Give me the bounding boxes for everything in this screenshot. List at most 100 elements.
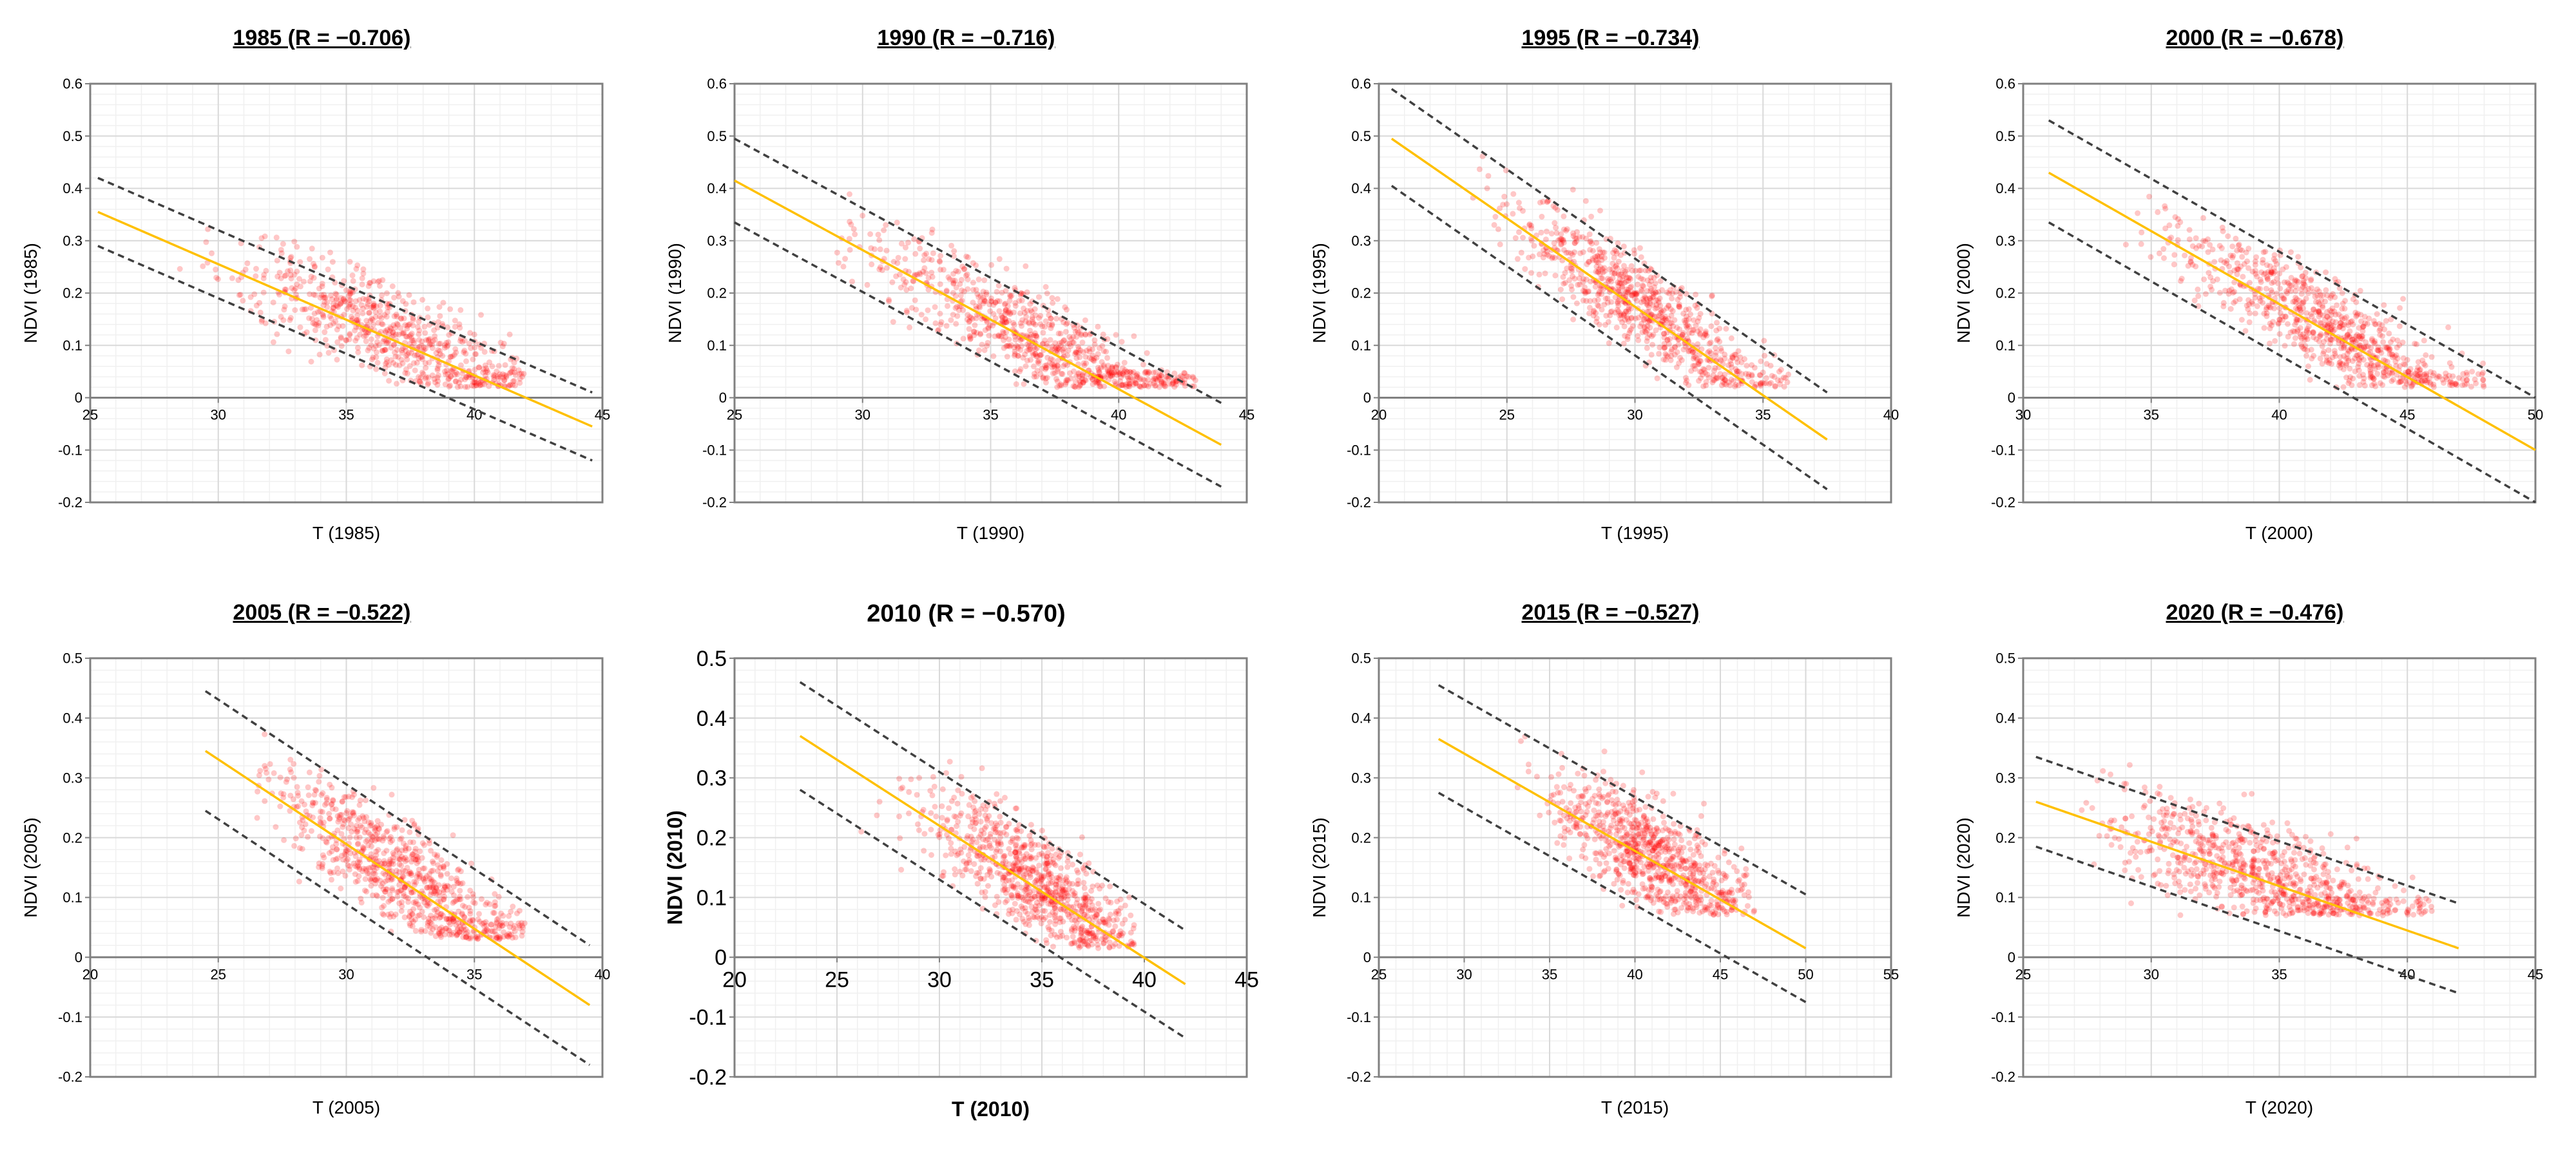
data-point xyxy=(972,813,978,819)
data-point xyxy=(314,317,320,323)
data-point xyxy=(947,276,953,282)
data-point xyxy=(1024,357,1030,364)
data-point xyxy=(372,828,378,833)
data-point xyxy=(459,339,466,345)
data-point xyxy=(461,914,467,920)
data-point xyxy=(1657,303,1664,309)
data-point xyxy=(995,282,1002,289)
data-point xyxy=(2417,366,2423,373)
data-point xyxy=(401,885,408,891)
data-point xyxy=(2423,374,2430,380)
data-point xyxy=(1616,297,1622,303)
data-point xyxy=(493,936,499,942)
data-point xyxy=(1595,303,1602,309)
data-point xyxy=(323,795,330,801)
data-point xyxy=(2397,379,2403,385)
data-point xyxy=(327,868,333,875)
data-point xyxy=(1592,283,1599,290)
data-point xyxy=(986,842,993,849)
data-point xyxy=(1640,283,1647,289)
data-point xyxy=(425,381,431,388)
data-point xyxy=(372,309,379,315)
data-point xyxy=(256,772,262,779)
data-point xyxy=(410,851,416,857)
data-point xyxy=(934,327,941,334)
data-point xyxy=(912,297,918,303)
data-point xyxy=(349,272,356,279)
data-point xyxy=(404,352,410,357)
data-point xyxy=(1688,347,1694,354)
data-point xyxy=(1587,239,1593,245)
data-point xyxy=(416,331,422,337)
data-point xyxy=(2178,276,2185,282)
data-point xyxy=(984,815,990,822)
data-point xyxy=(953,268,959,274)
data-point xyxy=(976,294,982,300)
data-point xyxy=(2367,348,2374,355)
panel-1990: 1990 (R = −0.716) -0.2 -0.1 0 0.1 0.2 0.3 0.4 0… xyxy=(644,0,1288,574)
data-point xyxy=(929,792,936,799)
data-point xyxy=(1075,925,1082,931)
data-point xyxy=(2396,342,2403,348)
data-point xyxy=(1595,269,1602,275)
data-point xyxy=(883,247,890,254)
data-point xyxy=(1057,906,1063,912)
data-point xyxy=(2409,383,2415,389)
data-point xyxy=(307,291,313,298)
data-point xyxy=(389,886,396,892)
data-point xyxy=(347,301,354,307)
data-point xyxy=(1003,877,1010,884)
data-point xyxy=(2383,368,2389,374)
data-point xyxy=(1722,371,1728,377)
data-point xyxy=(1033,855,1039,861)
data-point xyxy=(1677,294,1683,300)
data-point xyxy=(1584,261,1590,267)
data-point xyxy=(1032,893,1038,900)
data-point xyxy=(1037,352,1044,358)
data-point xyxy=(898,285,904,290)
data-point xyxy=(1048,316,1054,321)
data-point xyxy=(1033,374,1039,380)
data-point xyxy=(2294,316,2300,323)
data-point xyxy=(322,802,328,808)
data-point xyxy=(2284,279,2291,285)
data-point xyxy=(2320,312,2326,319)
data-point xyxy=(1580,279,1586,285)
data-point xyxy=(2302,282,2308,289)
data-point xyxy=(1624,289,1631,295)
data-point xyxy=(959,872,966,878)
data-point xyxy=(415,913,421,919)
data-point xyxy=(1048,880,1054,886)
data-point xyxy=(1133,380,1139,386)
data-point xyxy=(979,316,985,322)
data-point xyxy=(482,362,488,368)
data-point xyxy=(448,889,455,895)
data-point xyxy=(399,899,405,906)
data-point xyxy=(435,372,441,379)
data-point xyxy=(1559,257,1566,263)
data-point xyxy=(1625,287,1631,293)
data-point xyxy=(297,324,303,330)
data-point xyxy=(2331,309,2338,315)
data-point xyxy=(2220,303,2227,310)
data-point xyxy=(1032,346,1039,352)
data-point xyxy=(1120,372,1126,378)
data-point xyxy=(2307,377,2313,383)
data-point xyxy=(2301,281,2307,287)
x-tick-label: 30 xyxy=(1627,407,1642,423)
data-point xyxy=(388,325,394,332)
data-point xyxy=(961,266,968,272)
data-point xyxy=(409,872,415,878)
data-point xyxy=(412,846,419,852)
data-point xyxy=(399,330,405,337)
data-point xyxy=(328,316,334,322)
data-point xyxy=(2376,321,2382,327)
data-point xyxy=(1158,381,1165,386)
data-point xyxy=(432,333,438,339)
data-point xyxy=(1001,854,1007,860)
data-point xyxy=(2360,324,2366,330)
data-point xyxy=(1637,267,1644,274)
data-point xyxy=(2380,369,2387,375)
data-point xyxy=(330,797,336,803)
data-point xyxy=(921,252,928,258)
